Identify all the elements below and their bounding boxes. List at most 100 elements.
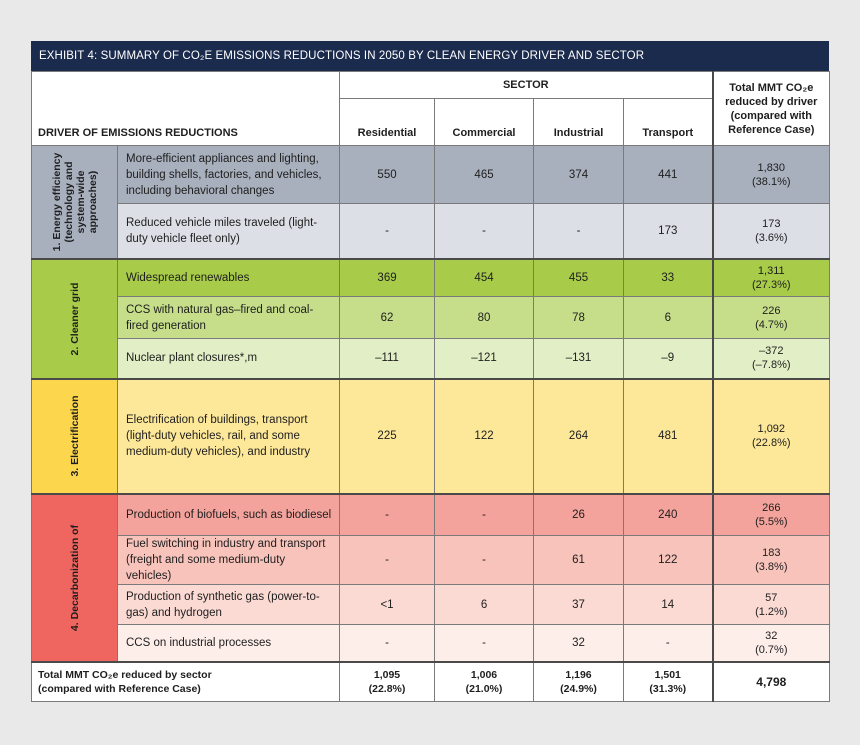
- value-industrial: 26: [533, 492, 625, 536]
- value-residential: 369: [339, 257, 436, 297]
- value-commercial: 6: [434, 584, 535, 625]
- total-percent: (24.9%): [560, 682, 597, 695]
- value-commercial: 454: [434, 257, 535, 297]
- column-header-commercial: Commercial: [434, 98, 535, 146]
- total-value: 1,501: [654, 668, 681, 681]
- row-total-value: 266: [762, 501, 781, 514]
- value-transport: 33: [623, 257, 714, 297]
- total-percent: (21.0%): [465, 682, 503, 695]
- totals-row: Total MMT CO₂e reduced by sector (compar…: [30, 660, 831, 702]
- row-total-percent: (0.7%): [755, 643, 788, 656]
- row-total-percent: (–7.8%): [752, 359, 791, 372]
- row-total: 32 (0.7%): [711, 624, 831, 662]
- table-row: CCS with natural gas–fired and coal-fire…: [31, 296, 831, 339]
- value-commercial: 122: [434, 377, 535, 494]
- total-residential: 1,095 (22.8%): [339, 660, 436, 702]
- total-industrial: 1,196 (24.9%): [533, 660, 625, 702]
- table-row: 2. Cleaner grid Widespread renewables 36…: [31, 257, 831, 379]
- group-label-line: system-wide: [74, 170, 87, 234]
- value-industrial: 61: [533, 535, 625, 585]
- value-residential: -: [339, 624, 436, 662]
- column-header-transport: Transport: [623, 98, 714, 146]
- row-total-value: 183: [762, 547, 781, 559]
- row-total: 226 (4.7%): [711, 296, 831, 339]
- value-transport: -: [623, 624, 714, 662]
- row-description: Nuclear plant closures*,m: [116, 338, 341, 379]
- table-row: 3. Electrification Electrification of bu…: [31, 377, 831, 494]
- row-total-value: 1,311: [757, 264, 785, 277]
- row-total-value: 57: [765, 591, 778, 604]
- value-residential: –111: [339, 338, 436, 379]
- value-transport: 481: [623, 377, 714, 494]
- row-description: Electrification of buildings, transport …: [116, 377, 341, 494]
- emissions-table: DRIVER OF EMISSIONS REDUCTIONS SECTOR To…: [30, 71, 831, 702]
- group-label-cleaner-grid: 2. Cleaner grid: [31, 257, 118, 379]
- totals-label-line: Total MMT CO₂e reduced by sector: [38, 668, 212, 681]
- row-total-value: 32: [765, 629, 778, 642]
- total-header-line: Total MMT CO₂e: [729, 81, 814, 94]
- group-label-energy-efficiency: 1. Energy efficiency (technology and sys…: [31, 145, 118, 259]
- grand-total: 4,798: [711, 660, 831, 702]
- value-transport: 14: [623, 584, 714, 625]
- row-description: Production of biofuels, such as biodiese…: [116, 492, 341, 536]
- column-header-residential: Residential: [339, 98, 436, 146]
- value-transport: –9: [623, 338, 714, 379]
- totals-label: Total MMT CO₂e reduced by sector (compar…: [30, 660, 341, 702]
- row-total-value: 173: [762, 217, 781, 230]
- total-commercial: 1,006 (21.0%): [434, 660, 535, 702]
- exhibit-title: EXHIBIT 4: SUMMARY OF CO₂E EMISSIONS RED…: [31, 41, 829, 71]
- value-industrial: 32: [533, 624, 625, 662]
- total-value: 1,006: [470, 668, 498, 681]
- value-industrial: 374: [533, 145, 625, 204]
- row-description: Widespread renewables: [116, 257, 341, 297]
- row-total-value: 1,092: [757, 423, 786, 435]
- row-total-value: 226: [762, 304, 781, 317]
- total-percent: (31.3%): [649, 682, 687, 695]
- value-residential: 225: [339, 377, 436, 494]
- row-total-value: 1,830: [757, 161, 786, 174]
- value-industrial: –131: [533, 338, 625, 379]
- value-commercial: -: [434, 624, 535, 662]
- row-total-value: –372: [759, 345, 784, 358]
- total-transport: 1,501 (31.3%): [623, 660, 714, 702]
- value-transport: 240: [623, 492, 714, 536]
- row-description: Reduced vehicle miles traveled (light-du…: [116, 203, 341, 259]
- row-description: CCS on industrial processes: [116, 624, 341, 662]
- row-total: 173 (3.6%): [711, 203, 831, 259]
- row-total-percent: (22.8%): [752, 437, 791, 449]
- row-description: Production of synthetic gas (power-to-ga…: [116, 584, 341, 625]
- value-commercial: –121: [434, 338, 535, 379]
- value-transport: 441: [623, 145, 714, 204]
- table-row: Fuel switching in industry and transport…: [31, 535, 831, 585]
- value-industrial: 78: [533, 296, 625, 339]
- row-total-percent: (3.6%): [755, 231, 788, 244]
- row-total: 57 (1.2%): [711, 584, 831, 625]
- table-row: CCS on industrial processes - - 32 - 32(…: [31, 624, 831, 662]
- sector-header: SECTOR: [339, 71, 714, 99]
- total-header-line: reduced by driver: [725, 95, 818, 108]
- value-transport: 173: [623, 203, 714, 259]
- row-total-percent: (5.5%): [755, 515, 788, 528]
- row-total: 266 (5.5%): [711, 492, 831, 536]
- row-total-percent: (38.1%): [752, 175, 791, 188]
- total-percent: (22.8%): [368, 682, 406, 695]
- group-label-text: 2. Cleaner grid: [68, 282, 81, 355]
- row-description: More-efficient appliances and lighting, …: [116, 145, 341, 204]
- row-description: Fuel switching in industry and transport…: [116, 535, 341, 585]
- table-row: Reduced vehicle miles traveled (light-du…: [31, 203, 831, 259]
- row-total: 1,311 (27.3%): [711, 257, 831, 297]
- row-total: 1,830 (38.1%): [711, 145, 831, 204]
- value-industrial: -: [533, 203, 625, 259]
- value-residential: <1: [339, 584, 436, 625]
- group-label-decarbonization: 4. Decarbonization of: [31, 492, 118, 662]
- table-row: 1. Energy efficiency (technology and sys…: [31, 145, 831, 259]
- table-row: Production of synthetic gas (power-to-ga…: [31, 584, 831, 625]
- row-total-percent: (3.8%): [755, 561, 788, 573]
- total-value: 1,095: [373, 668, 401, 681]
- group-label-line: (technology and: [62, 161, 75, 243]
- group-label-line: 1. Energy efficiency: [50, 152, 63, 252]
- row-total-percent: (4.7%): [755, 318, 788, 331]
- group-label-electrification: 3. Electrification: [31, 377, 118, 494]
- value-industrial: 264: [533, 377, 625, 494]
- value-residential: -: [339, 535, 436, 585]
